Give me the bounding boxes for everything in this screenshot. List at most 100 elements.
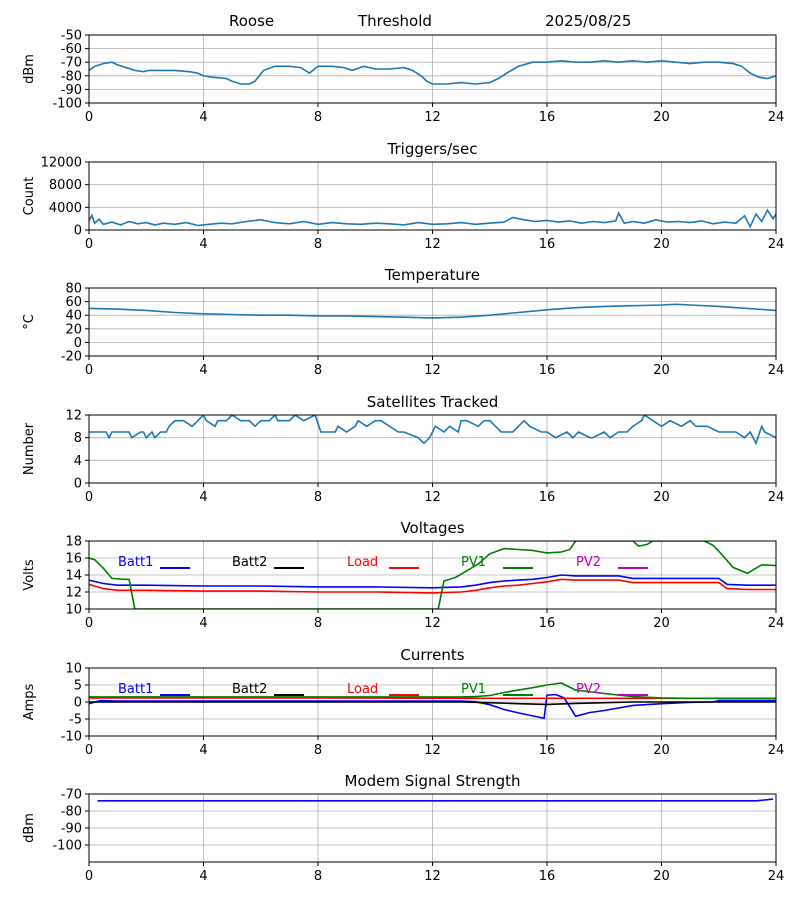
chart-panel-1 bbox=[85, 161, 777, 234]
chart-panel-6 bbox=[85, 793, 777, 866]
y-axis-label: Number bbox=[22, 422, 37, 475]
y-tick-label: 0 bbox=[74, 224, 82, 239]
series-line-0 bbox=[89, 59, 776, 85]
x-tick-label: 12 bbox=[424, 110, 441, 125]
x-tick-label: 20 bbox=[653, 869, 670, 884]
x-tick-label: 4 bbox=[199, 110, 207, 125]
x-tick-label: 24 bbox=[768, 869, 785, 884]
x-tick-label: 20 bbox=[653, 616, 670, 631]
y-tick-label: 80 bbox=[65, 282, 82, 297]
x-tick-label: 20 bbox=[653, 363, 670, 378]
legend-label-batt1: Batt1 bbox=[118, 682, 153, 697]
x-tick-label: 24 bbox=[768, 110, 785, 125]
y-tick-label: 4 bbox=[74, 454, 82, 469]
x-tick-label: 0 bbox=[85, 743, 93, 758]
x-tick-label: 8 bbox=[314, 490, 322, 505]
y-axis-label: dBm bbox=[22, 54, 37, 84]
legend-label-load: Load bbox=[347, 555, 378, 570]
x-tick-label: 20 bbox=[653, 110, 670, 125]
y-tick-label: 5 bbox=[74, 679, 82, 694]
y-tick-label: -70 bbox=[61, 56, 82, 71]
chart-title: Triggers/sec bbox=[387, 140, 478, 158]
y-tick-label: -5 bbox=[69, 713, 82, 728]
x-tick-label: 4 bbox=[199, 869, 207, 884]
station-name: Roose bbox=[229, 12, 275, 30]
y-tick-label: 12 bbox=[65, 586, 82, 601]
series-line-0 bbox=[89, 208, 776, 229]
x-tick-label: 8 bbox=[314, 616, 322, 631]
legend-label-batt2: Batt2 bbox=[232, 682, 267, 697]
x-tick-label: 16 bbox=[539, 237, 556, 252]
x-tick-label: 0 bbox=[85, 490, 93, 505]
series-line-batt1 bbox=[89, 693, 776, 720]
y-tick-label: 12000 bbox=[41, 156, 82, 171]
x-tick-label: 24 bbox=[768, 743, 785, 758]
x-tick-label: 12 bbox=[424, 237, 441, 252]
x-tick-label: 4 bbox=[199, 363, 207, 378]
x-tick-label: 8 bbox=[314, 110, 322, 125]
y-axis-label: dBm bbox=[22, 813, 37, 843]
x-tick-label: 16 bbox=[539, 110, 556, 125]
y-tick-label: 8000 bbox=[49, 178, 82, 193]
x-tick-label: 24 bbox=[768, 490, 785, 505]
y-axis-label: Amps bbox=[22, 683, 37, 720]
series-line-0 bbox=[97, 798, 774, 802]
y-tick-label: 16 bbox=[65, 552, 82, 567]
legend-label-pv1: PV1 bbox=[461, 682, 486, 697]
x-tick-label: 12 bbox=[424, 490, 441, 505]
x-tick-label: 20 bbox=[653, 237, 670, 252]
series-line-batt1 bbox=[89, 574, 776, 589]
chart-panel-2 bbox=[85, 287, 777, 360]
y-tick-label: 20 bbox=[65, 322, 82, 337]
y-tick-label: 18 bbox=[65, 535, 82, 550]
x-tick-label: 4 bbox=[199, 490, 207, 505]
series-line-0 bbox=[89, 303, 776, 319]
legend-label-pv2: PV2 bbox=[576, 555, 601, 570]
x-tick-label: 0 bbox=[85, 237, 93, 252]
date-label: 2025/08/25 bbox=[545, 12, 632, 30]
y-tick-label: 0 bbox=[74, 696, 82, 711]
chart-panel-4 bbox=[85, 540, 777, 613]
x-tick-label: 16 bbox=[539, 363, 556, 378]
x-tick-label: 0 bbox=[85, 110, 93, 125]
y-tick-label: -60 bbox=[61, 42, 82, 57]
x-tick-label: 8 bbox=[314, 363, 322, 378]
chart-title: Voltages bbox=[400, 519, 464, 537]
chart-panel-0 bbox=[85, 34, 777, 107]
x-tick-label: 16 bbox=[539, 490, 556, 505]
series-line-batt2 bbox=[89, 701, 776, 706]
y-tick-label: -90 bbox=[61, 83, 82, 98]
chart-title: Modem Signal Strength bbox=[345, 772, 521, 790]
chart-title: Currents bbox=[400, 646, 464, 664]
y-tick-label: 10 bbox=[65, 603, 82, 618]
y-tick-label: 12 bbox=[65, 409, 82, 424]
y-tick-label: 14 bbox=[65, 569, 82, 584]
chart-panel-3 bbox=[85, 414, 777, 487]
x-tick-label: 12 bbox=[424, 616, 441, 631]
x-tick-label: 20 bbox=[653, 743, 670, 758]
x-tick-label: 8 bbox=[314, 869, 322, 884]
legend-label-batt2: Batt2 bbox=[232, 555, 267, 570]
x-tick-label: 16 bbox=[539, 869, 556, 884]
y-tick-label: 4000 bbox=[49, 201, 82, 216]
x-tick-label: 24 bbox=[768, 363, 785, 378]
y-tick-label: -20 bbox=[61, 350, 82, 365]
y-tick-label: 60 bbox=[65, 295, 82, 310]
series-line-0 bbox=[89, 415, 776, 446]
chart-title: Temperature bbox=[384, 266, 480, 284]
x-tick-label: 4 bbox=[199, 616, 207, 631]
x-tick-label: 8 bbox=[314, 743, 322, 758]
legend-label-batt1: Batt1 bbox=[118, 555, 153, 570]
series-line-pv1 bbox=[89, 541, 776, 609]
y-tick-label: -100 bbox=[52, 839, 82, 854]
y-axis-label: Volts bbox=[22, 559, 37, 591]
y-tick-label: -80 bbox=[61, 805, 82, 820]
x-tick-label: 24 bbox=[768, 616, 785, 631]
series-line-load bbox=[89, 578, 776, 594]
y-tick-label: 10 bbox=[65, 662, 82, 677]
y-tick-label: -90 bbox=[61, 822, 82, 837]
x-tick-label: 4 bbox=[199, 743, 207, 758]
x-tick-label: 8 bbox=[314, 237, 322, 252]
x-tick-label: 20 bbox=[653, 490, 670, 505]
